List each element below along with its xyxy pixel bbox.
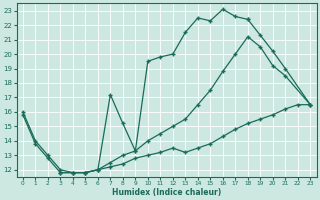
X-axis label: Humidex (Indice chaleur): Humidex (Indice chaleur): [112, 188, 221, 197]
